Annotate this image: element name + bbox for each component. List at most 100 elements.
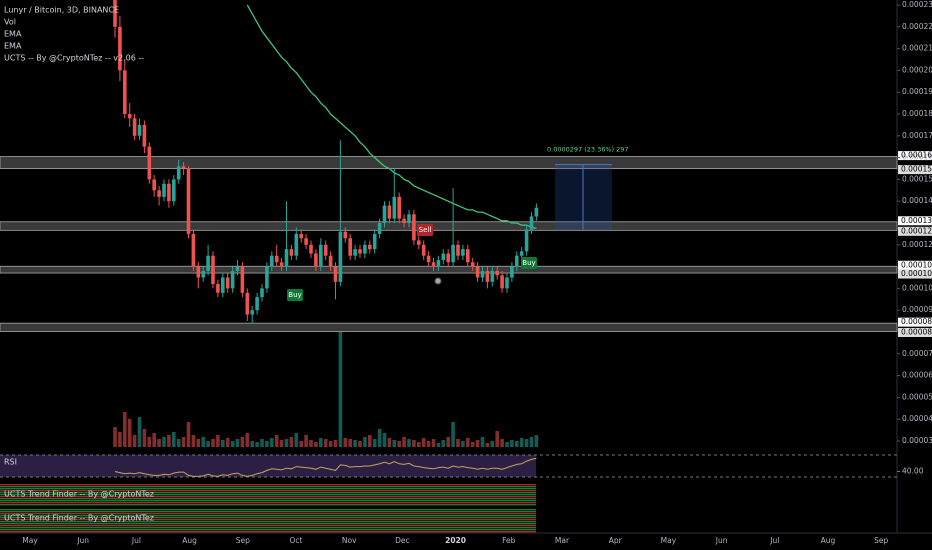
x-tick-label: May [22, 536, 38, 545]
volume-bar [299, 441, 303, 447]
volume-bar [382, 433, 387, 447]
volume-bar [412, 440, 416, 447]
trend-stripe [0, 492, 536, 494]
candle-body [245, 292, 250, 315]
volume-bar [510, 440, 514, 447]
y-tick-label: 0.0001900 [902, 87, 932, 96]
candle-body [240, 266, 245, 293]
volume-bar [118, 432, 122, 447]
y-tick-label: 0.0000300 [902, 436, 932, 445]
candle-body [270, 255, 274, 267]
candle-body [534, 207, 539, 217]
volume-bar [289, 437, 294, 447]
candle-body [201, 270, 205, 278]
candle-body [343, 231, 348, 239]
trend-label: UCTS Trend Finder -- By @CryptoNTez [4, 514, 154, 523]
volume-bar [475, 440, 480, 447]
volume-bar [451, 422, 455, 447]
volume-bar [304, 435, 308, 447]
marks [113, 0, 900, 477]
candle-body [176, 166, 181, 180]
volume-bar [225, 438, 230, 447]
x-tick-label: Oct [290, 536, 303, 545]
trend-stripe [0, 484, 536, 486]
candle-body [172, 179, 176, 202]
trend-stripe [0, 525, 536, 527]
volume-bar [284, 439, 289, 447]
trend-panels [0, 454, 900, 533]
volume-bar [216, 435, 220, 447]
signal-label: Sell [419, 226, 432, 234]
level-label: 0.0000836 [901, 317, 932, 326]
level-label: 0.0001600 [901, 151, 932, 160]
candle-body [132, 118, 137, 136]
candle-body [470, 262, 475, 267]
candle-body [162, 183, 166, 197]
volume-bar [421, 438, 426, 447]
volume-bar [270, 438, 274, 447]
y-tick-label: 0.0002100 [902, 44, 932, 53]
volume-bar [181, 437, 186, 447]
candle-body [299, 233, 303, 239]
level-label-box [898, 226, 932, 236]
volume-bar [456, 439, 460, 447]
volume-bar [431, 439, 436, 447]
rsi-label: RSI [4, 458, 17, 467]
x-tick-label: Aug [182, 536, 197, 545]
candle-body [323, 244, 328, 256]
level-band [0, 221, 898, 231]
candle-body [515, 255, 519, 267]
volume-bar [319, 438, 323, 447]
level-bands [0, 151, 932, 337]
candle-body [235, 266, 240, 271]
candle-body [485, 270, 490, 282]
candle-body [456, 244, 460, 256]
level-label: 0.0001554 [901, 165, 932, 174]
measure-label: 0.0000297 (23.36%) 297 [547, 146, 629, 154]
y-tick-label: 0.0000400 [902, 414, 932, 423]
volume-bar [500, 439, 504, 447]
y-tick-label: 0.0001000 [902, 283, 932, 292]
candle-body [524, 229, 529, 252]
indicator-label: UCTS -- By @CryptoNTez -- v2.06 -- [4, 54, 144, 63]
candle-body [451, 244, 455, 263]
y-tick-label: 0.0002200 [902, 22, 932, 31]
volume-bar [274, 435, 279, 447]
trend-stripe [0, 515, 536, 517]
volume-bar [113, 427, 117, 447]
volume-bar [314, 442, 318, 447]
trend-stripe [0, 519, 536, 521]
candle-body [191, 233, 196, 267]
candle-body [196, 266, 201, 278]
candle-body [461, 249, 465, 256]
volume-bar [152, 433, 156, 447]
candle-body [407, 214, 411, 223]
candle-body [289, 249, 294, 256]
y-tick-label: 0.0001800 [902, 109, 932, 118]
trend-stripe [0, 527, 536, 529]
candle-body [152, 179, 156, 191]
candle-body [431, 262, 436, 267]
candle-body [181, 166, 186, 169]
x-tick-label: Sep [874, 536, 888, 545]
trend-stripe [0, 496, 536, 498]
volume-bar [407, 439, 411, 447]
volume-bar [529, 437, 534, 447]
volume-bar [343, 438, 348, 447]
volume-bar [372, 439, 377, 447]
volume-bar [201, 437, 205, 447]
candle-body [118, 26, 122, 71]
trend-stripe [0, 504, 536, 506]
candle-body [382, 205, 387, 223]
x-tick-label: 2020 [445, 536, 466, 545]
candle-body [127, 114, 132, 119]
volume-bar [309, 440, 313, 447]
candle-body [358, 249, 362, 254]
volume-bar [377, 429, 382, 447]
volume-bar [176, 439, 181, 447]
volume-bar [333, 440, 338, 447]
volume-bar [426, 441, 431, 447]
volume-bar [524, 439, 529, 447]
volume-bar [250, 441, 254, 447]
